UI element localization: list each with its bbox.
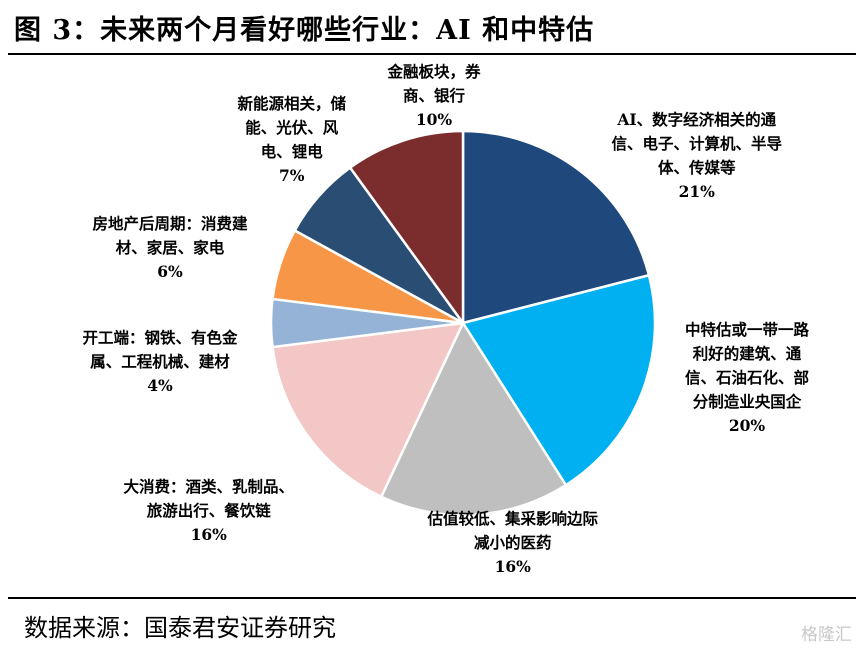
slice-label-text-0: AI、数字经济相关的通 信、电子、计算机、半导 体、传媒等 [611, 110, 783, 177]
bottom-rule [8, 597, 856, 599]
slice-value-label-3: 16% [190, 525, 227, 544]
slice-label-5: 房地产后周期：消费建 材、家居、家电 6% [93, 212, 248, 284]
slice-value-label-2: 16% [494, 557, 531, 576]
slice-label-0: AI、数字经济相关的通 信、电子、计算机、半导 体、传媒等 21% [612, 108, 783, 204]
slice-label-text-4: 开工端：钢铁、有色金 属、工程机械、建材 [82, 328, 238, 371]
slice-label-text-3: 大消费：酒类、乳制品、 旅游出行、餐饮链 [123, 477, 295, 520]
pie-slice-7 [348, 129, 465, 327]
slice-label-4: 开工端：钢铁、有色金 属、工程机械、建材 4% [83, 326, 238, 398]
slice-label-2: 估值较低、集采影响边际 减小的医药 16% [428, 507, 599, 579]
watermark-logo: 格隆汇 [801, 625, 852, 645]
slice-label-text-6: 新能源相关，储 能、光伏、风 电、锂电 [237, 94, 347, 161]
slice-label-text-5: 房地产后周期：消费建 材、家居、家电 [92, 214, 248, 257]
slice-value-label-4: 4% [147, 376, 173, 395]
slice-label-text-7: 金融板块，券 商、银行 [387, 62, 481, 105]
slice-label-7: 金融板块，券 商、银行 10% [388, 60, 481, 132]
pie-slice-2 [379, 320, 568, 517]
slice-value-label-0: 21% [678, 182, 715, 201]
data-source: 数据来源：国泰君安证券研究 [24, 614, 336, 642]
slice-label-1: 中特估或一带一路 利好的建筑、通 信、石油石化、部 分制造业央国企 20% [685, 318, 809, 438]
figure-title: 图 3：未来两个月看好哪些行业：AI 和中特估 [14, 15, 595, 46]
pie-slice-0 [461, 129, 651, 325]
top-rule [8, 53, 856, 55]
slice-value-label-5: 6% [157, 262, 183, 281]
slice-label-text-1: 中特估或一带一路 利好的建筑、通 信、石油石化、部 分制造业央国企 [685, 320, 810, 411]
pie-slice-3 [271, 321, 466, 499]
slice-value-label-7: 10% [415, 110, 453, 129]
slice-label-text-2: 估值较低、集采影响边际 减小的医药 [427, 509, 599, 552]
slice-label-3: 大消费：酒类、乳制品、 旅游出行、餐饮链 16% [124, 475, 295, 547]
slice-value-label-1: 20% [728, 416, 766, 435]
pie-slice-1 [461, 273, 657, 487]
slice-label-6: 新能源相关，储 能、光伏、风 电、锂电 7% [238, 92, 347, 188]
slice-value-label-6: 7% [279, 166, 305, 185]
